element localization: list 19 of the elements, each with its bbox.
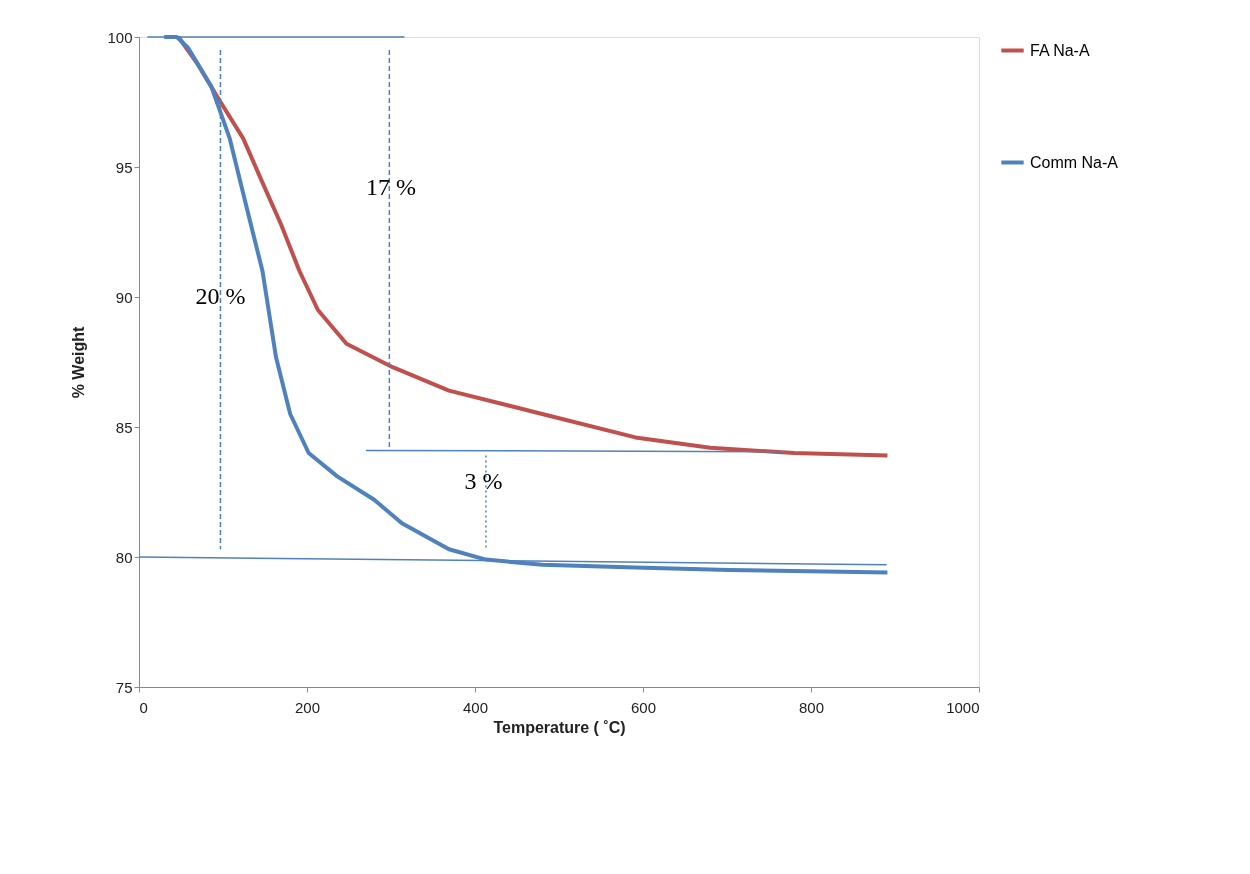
x-axis-title: Temperature ( ˚C) bbox=[493, 718, 626, 736]
x-tick-label: 200 bbox=[294, 698, 321, 716]
x-tick-label: 0 bbox=[139, 698, 148, 716]
annotation: 3 % bbox=[464, 467, 503, 494]
y-tick-label: 85 bbox=[115, 418, 133, 436]
y-tick-label: 100 bbox=[107, 28, 133, 46]
y-tick-label: 95 bbox=[115, 158, 133, 176]
x-tick-label: 1000 bbox=[946, 698, 980, 716]
x-tick-label: 800 bbox=[798, 698, 825, 716]
x-tick-label: 400 bbox=[462, 698, 489, 716]
x-tick-label: 600 bbox=[630, 698, 657, 716]
legend-label: FA Na-A bbox=[1030, 41, 1090, 59]
y-tick-label: 90 bbox=[115, 288, 133, 306]
y-axis-title: % Weight bbox=[70, 325, 88, 399]
y-tick-label: 80 bbox=[115, 548, 133, 566]
legend-label: Comm Na-A bbox=[1030, 153, 1119, 171]
annotation: 17 % bbox=[366, 173, 416, 200]
annotation: 20 % bbox=[195, 283, 246, 309]
y-tick-label: 75 bbox=[115, 678, 133, 696]
